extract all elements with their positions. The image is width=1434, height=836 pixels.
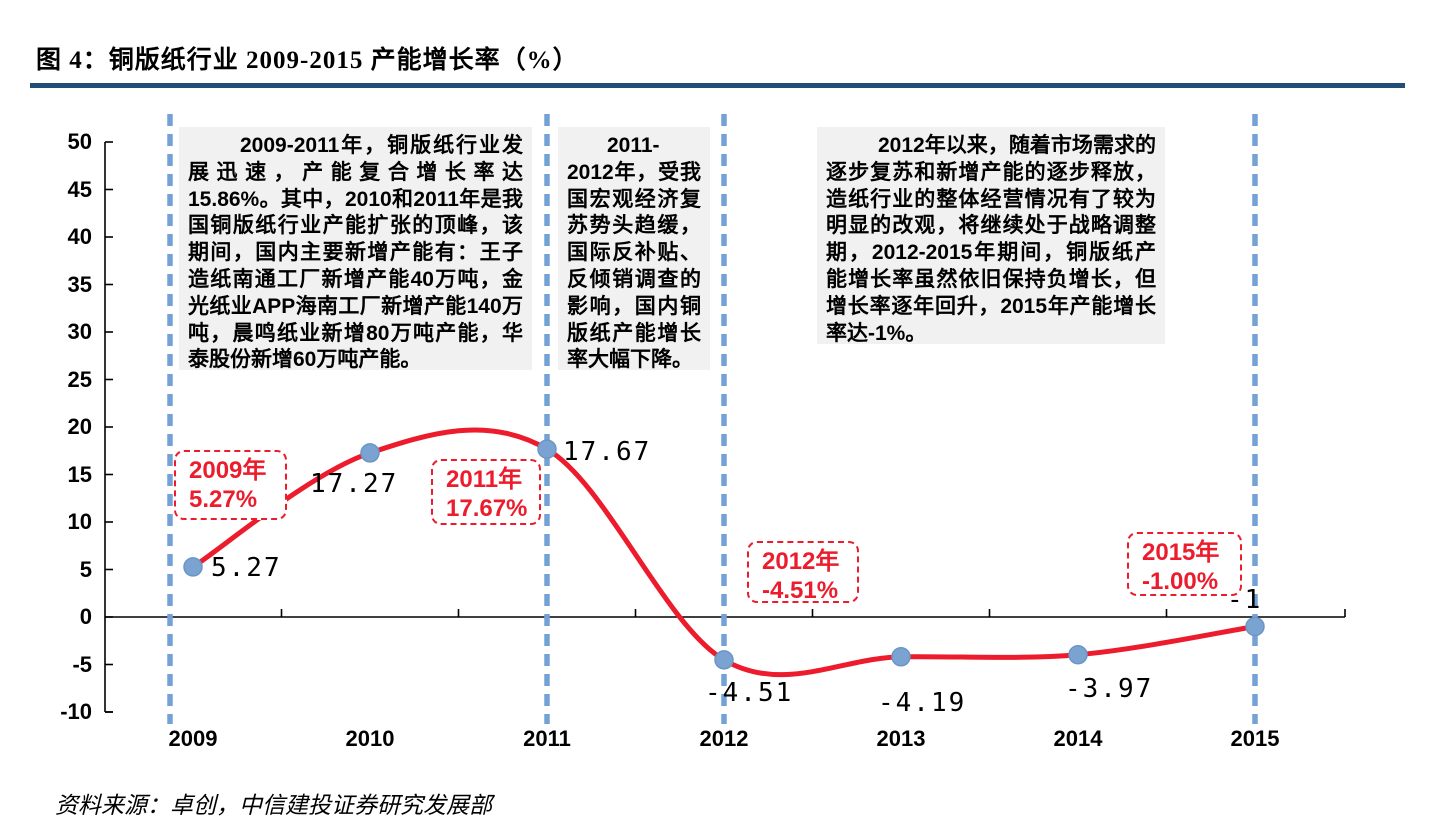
x-axis-label: 2011 <box>523 726 571 751</box>
callout-2011-year: 2011年 <box>446 466 523 493</box>
callout-2009-year: 2009年 <box>189 457 267 484</box>
y-axis-label: 25 <box>67 366 92 392</box>
data-point-label: -4.19 <box>878 687 967 718</box>
callout-2015-year: 2015年 <box>1142 539 1220 566</box>
callout-2012-year: 2012年 <box>762 548 840 575</box>
figure-title: 图 4：铜版纸行业 2009-2015 产能增长率（%） <box>36 47 579 74</box>
data-point-label: -4.51 <box>705 677 794 708</box>
y-axis-label: 0 <box>79 604 92 629</box>
x-axis-label: 2012 <box>699 726 749 751</box>
x-axis-label: 2015 <box>1230 726 1280 751</box>
note-box-2009-2011: 2009-2011年，铜版纸行业发展迅速，产能复合增长率达15.86%。其中，2… <box>179 127 532 371</box>
callout-2011-value: 17.67% <box>446 495 528 522</box>
callout-2015: 2015年 -1.00% <box>1127 532 1242 596</box>
callout-2009: 2009年 5.27% <box>174 450 287 520</box>
callout-2012: 2012年 -4.51% <box>747 541 859 604</box>
data-point-marker <box>183 557 203 577</box>
y-axis-label: 20 <box>67 414 92 439</box>
data-point-marker <box>714 650 734 670</box>
title-rule <box>30 83 1405 88</box>
callout-2012-value: -4.51% <box>762 577 839 604</box>
x-axis-label: 2010 <box>345 726 395 751</box>
y-axis-label: -10 <box>60 699 92 724</box>
data-point-label: 17.27 <box>310 468 399 499</box>
data-point-marker <box>891 647 911 667</box>
y-axis-label: 45 <box>67 176 92 202</box>
y-axis-label: 30 <box>67 319 92 344</box>
data-point-label: 17.67 <box>563 437 652 468</box>
source-note: 资料来源：卓创，中信建投证券研究发展部 <box>55 793 492 818</box>
callout-2009-value: 5.27% <box>189 486 258 513</box>
x-axis-label: 2014 <box>1053 726 1103 751</box>
callout-2015-value: -1.00% <box>1142 568 1219 595</box>
data-point-label: -3.97 <box>1065 673 1154 704</box>
x-axis-label: 2009 <box>168 726 218 751</box>
data-point-marker <box>1245 616 1265 637</box>
note-box-2012-2015: 2012年以来，随着市场需求的逐步复苏和新增产能的逐步释放，造纸行业的整体经营情… <box>817 127 1165 345</box>
y-axis-label: 35 <box>67 271 92 297</box>
data-point-marker <box>1068 644 1088 665</box>
y-axis-label: 5 <box>79 556 92 582</box>
note-box-2011-2012: 2011-2012年，受我国宏观经济复苏势头趋缓，国际反补贴、反倾销调查的影响，… <box>558 127 710 371</box>
x-axis-label: 2013 <box>876 726 926 751</box>
data-point-marker <box>537 439 557 459</box>
callout-2011: 2011年 17.67% <box>431 459 541 525</box>
data-point-marker <box>360 443 380 463</box>
y-axis-label: 15 <box>67 461 92 487</box>
y-axis-label: 10 <box>67 509 92 534</box>
data-point-label: 5.27 <box>211 552 282 583</box>
y-axis-label: 40 <box>67 224 92 249</box>
y-axis-label: -5 <box>72 651 92 677</box>
y-axis-label: 50 <box>67 129 92 154</box>
